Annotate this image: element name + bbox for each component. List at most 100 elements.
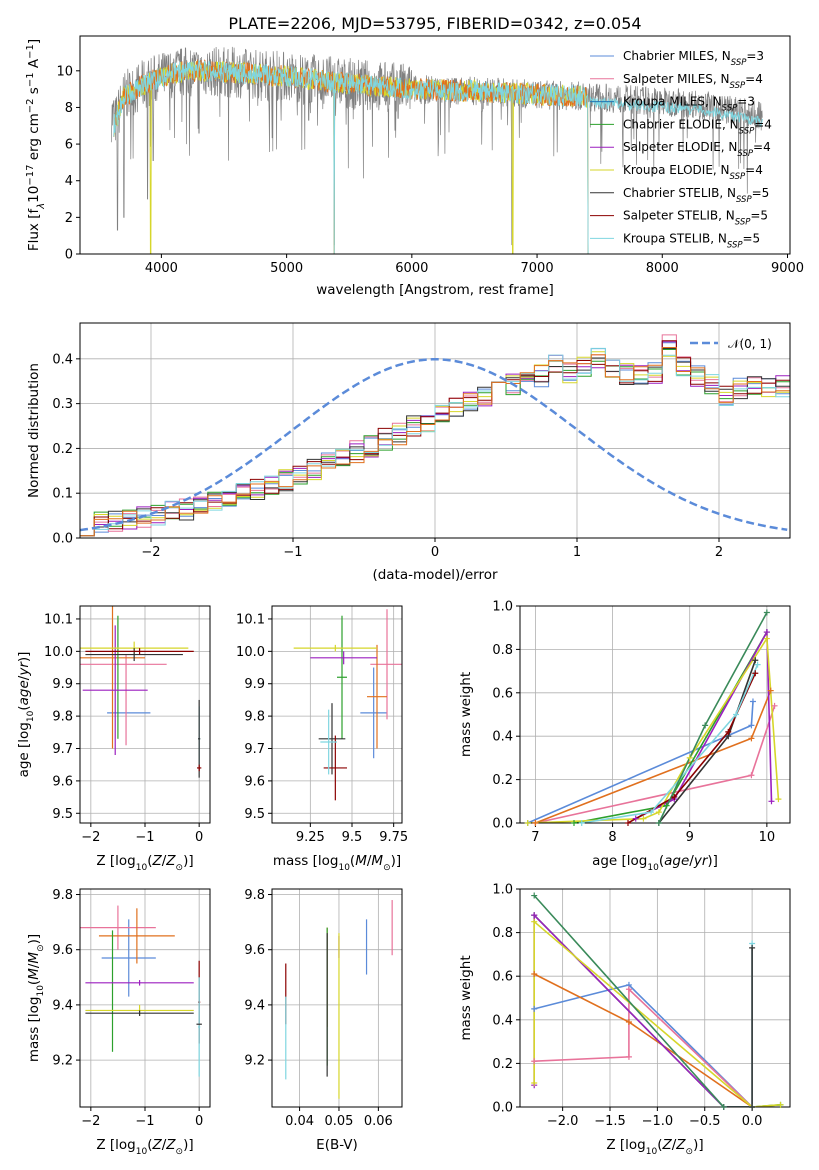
- legend-label: Chabrier MILES, N: [623, 49, 731, 63]
- x-tick-label: 2: [715, 545, 723, 560]
- age-vs-mass-axes: 9.25 9.5 9.75 9.5 9.6 9.7 9.8 9.9 10.0 10.1 mass […: [236, 605, 408, 873]
- legend-label: Kroupa ELODIE, N: [623, 163, 730, 177]
- weight-vs-Z-frame: [519, 888, 791, 1108]
- y-axis-label-part: erg cm: [26, 113, 42, 164]
- legend-suffix: =4: [754, 117, 772, 131]
- mass-vs-Z-marks: [80, 905, 202, 1077]
- legend-subscript: SSP: [722, 104, 738, 114]
- series-line: [535, 690, 772, 823]
- y-tick-label: 9.7: [244, 742, 265, 757]
- x-axis-label-part: )]: [391, 853, 402, 869]
- legend-suffix: =5: [750, 209, 768, 223]
- series-marker: [655, 820, 662, 826]
- x-axis-label-part: /: [367, 853, 372, 869]
- x-tick-label: 0: [195, 1114, 203, 1129]
- y-tick-label: 9.2: [52, 1054, 73, 1069]
- x-axis-label-part: mass [log: [273, 853, 339, 869]
- series-marker: [777, 1101, 784, 1108]
- y-axis-label-part: (: [26, 980, 42, 985]
- legend-entry: Kroupa MILES, NSSP=3: [623, 95, 755, 114]
- y-axis-label-part: /: [26, 963, 42, 968]
- x-axis-label-part: E(B-V): [316, 1137, 358, 1153]
- series-marker: [733, 711, 739, 718]
- y-tick-label: 10.0: [236, 645, 265, 660]
- x-axis-label: Z [log10(Z/Z⊙)]: [96, 853, 193, 873]
- mass-vs-EBV-axes: 0.04 0.05 0.06 9.2 9.4 9.6 9.8 E(B-V): [244, 888, 403, 1153]
- series-marker: [748, 735, 755, 742]
- series-marker: [663, 802, 670, 809]
- y-tick-label: 4: [65, 174, 73, 189]
- y-tick-label: 9.4: [52, 998, 73, 1013]
- x-tick-label: 8: [608, 830, 616, 845]
- x-tick-label: 1: [573, 545, 581, 560]
- mass-vs-Z-axes: −2 −1 09.29.49.69.8Z [log10(Z/Z⊙)]mass [lo…: [26, 888, 211, 1157]
- x-tick-label: −2: [81, 830, 100, 845]
- plot-layer: 4000 5000 6000 7000 8000 90000246810wavelengt…: [16, 35, 804, 1157]
- legend-entry: 𝒩(0, 1): [728, 337, 772, 351]
- legend-subscript: SSP: [735, 218, 751, 228]
- y-tick-label: 0.2: [52, 442, 73, 457]
- series-marker: [702, 722, 709, 729]
- legend-label: Chabrier ELODIE, N: [623, 117, 739, 131]
- y-tick-label: 0.4: [492, 730, 513, 745]
- x-tick-label: 9.25: [296, 830, 325, 845]
- series-marker: [686, 754, 693, 761]
- y-tick-label: 2: [65, 211, 73, 226]
- weight-vs-age-marks: [527, 612, 780, 823]
- series-line: [635, 629, 773, 820]
- x-axis-label-part: Z: [165, 1137, 176, 1153]
- x-axis-label-part: Z [log: [96, 1137, 135, 1153]
- y-tick-label: 0.0: [52, 532, 73, 547]
- legend-label: Kroupa MILES, N: [623, 95, 722, 109]
- series-marker: [763, 629, 770, 636]
- x-axis-label-part: (: [147, 853, 152, 869]
- x-axis-label-part: Z: [661, 1137, 672, 1153]
- x-axis-label-part: )]: [183, 853, 194, 869]
- series-marker: [768, 798, 775, 805]
- series-marker: [775, 796, 782, 803]
- series-marker: [752, 670, 759, 677]
- age-vs-mass-frame: [271, 605, 403, 824]
- legend-label: Chabrier STELIB, N: [623, 186, 736, 200]
- series-marker: [748, 722, 755, 729]
- x-axis-label-part: 10: [646, 1147, 658, 1157]
- y-tick-label: 0.8: [492, 643, 513, 658]
- series-marker: [578, 820, 585, 826]
- x-tick-label: 9000: [771, 261, 804, 276]
- series-marker: [749, 944, 756, 951]
- x-tick-label: 0: [195, 830, 203, 845]
- series-marker: [625, 1053, 632, 1060]
- y-tick-label: 0.4: [492, 1013, 513, 1028]
- x-tick-label: 0.04: [285, 1114, 314, 1129]
- series-line: [535, 705, 776, 823]
- series-marker: [655, 809, 662, 816]
- y-axis-label-part: )]: [16, 652, 32, 663]
- y-axis-label-part: −1: [25, 44, 36, 59]
- x-axis-label-part: age [log: [592, 853, 647, 869]
- y-tick-label: 9.5: [52, 807, 73, 822]
- y-tick-label: 9.8: [52, 710, 73, 725]
- series-marker: [725, 728, 732, 735]
- model-spectrum-line: [113, 59, 589, 254]
- x-axis-label: wavelength [Angstrom, rest frame]: [316, 282, 554, 298]
- legend-entry: Kroupa ELODIE, NSSP=4: [623, 163, 763, 182]
- legend-suffix: =3: [746, 49, 764, 63]
- y-tick-label: 9.9: [52, 677, 73, 692]
- y-axis-label: mass weight: [458, 672, 474, 757]
- y-tick-label: 10.1: [44, 612, 73, 627]
- y-axis-label-part: −1: [25, 72, 36, 87]
- x-tick-label: 7000: [521, 261, 554, 276]
- y-tick-label: 0.1: [52, 487, 73, 502]
- y-tick-label: 0.3: [52, 397, 73, 412]
- y-tick-label: 10: [56, 64, 73, 79]
- x-axis-label-part: /: [162, 853, 167, 869]
- series-marker: [671, 793, 678, 800]
- y-tick-label: 1.0: [492, 600, 513, 615]
- series-marker: [524, 820, 531, 826]
- y-tick-label: 9.6: [244, 943, 265, 958]
- x-tick-label: −2.0: [547, 1114, 579, 1129]
- x-axis-label-part: (: [350, 853, 355, 869]
- x-axis-label-part: (: [657, 1137, 662, 1153]
- y-axis-label-part: age [log: [16, 722, 32, 777]
